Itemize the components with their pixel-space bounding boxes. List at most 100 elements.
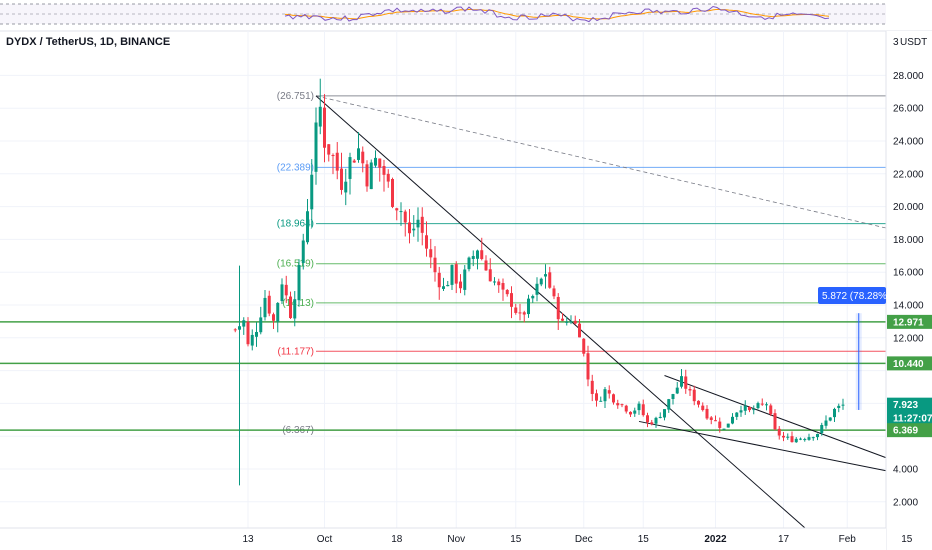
- candle-body: [433, 257, 437, 273]
- candle-body: [650, 422, 654, 425]
- x-tick-label: 13: [242, 534, 254, 545]
- candle-body: [777, 428, 781, 436]
- price-axis-label: 6.369: [893, 426, 918, 437]
- candle-body: [760, 403, 764, 405]
- candle-body: [837, 405, 841, 408]
- wedge-lower-line[interactable]: [638, 420, 886, 472]
- candle-body: [641, 404, 645, 416]
- y-tick-label: 26.000: [893, 104, 924, 115]
- measure-label-text: 5.872 (78.28%) 587: [822, 291, 910, 302]
- candle-body: [242, 320, 246, 327]
- oscillator-band: [0, 4, 886, 24]
- time-axis-ticks: 13 Oct 18 Nov 15 Dec 15 2022 17 Feb 15: [242, 534, 912, 545]
- x-tick-label: 15: [510, 534, 522, 545]
- price-axis-label-bg: [887, 397, 932, 412]
- candle-body: [505, 290, 509, 295]
- fib-level-label: (26.751): [277, 91, 314, 102]
- candle-body: [459, 281, 462, 289]
- trend-lines[interactable]: [315, 95, 886, 544]
- candle-body: [692, 389, 696, 402]
- support-resistance-levels[interactable]: [0, 321, 886, 431]
- candle-body: [752, 409, 756, 411]
- candle-body: [318, 106, 322, 127]
- main-downtrend-line[interactable]: [315, 95, 823, 544]
- oscillator-main-line: [284, 5, 830, 23]
- candle-body: [238, 326, 241, 330]
- candle-body: [361, 151, 365, 164]
- candle-body: [816, 433, 819, 438]
- candle-body: [488, 269, 492, 282]
- price-axis-labels: 12.971 10.440 7.923 11:27:076.369: [887, 314, 932, 438]
- candle-body: [386, 173, 390, 182]
- chart-title: DYDX / TetherUS, 1D, BINANCE: [6, 36, 170, 48]
- candle-body: [267, 295, 271, 314]
- candle-body: [510, 293, 513, 307]
- candle-body: [378, 158, 382, 168]
- y-tick-label: 12.000: [893, 333, 924, 344]
- candle-body: [280, 284, 284, 302]
- candle-body: [629, 411, 632, 415]
- price-axis-label: 10.440: [893, 359, 924, 370]
- candle-body: [442, 286, 445, 289]
- candle-body: [552, 288, 556, 297]
- price-range-measure[interactable]: [855, 313, 862, 410]
- candle-body: [331, 155, 335, 157]
- candle-body: [463, 269, 467, 290]
- candle-body: [782, 435, 785, 438]
- price-axis-label-bg: [887, 423, 932, 438]
- y-tick-label: 28.000: [893, 71, 924, 82]
- candle-body: [803, 439, 807, 441]
- candle-body: [514, 307, 518, 313]
- candle-body: [310, 174, 314, 210]
- candle-body: [471, 256, 475, 259]
- candle-body: [607, 390, 611, 394]
- candle-body: [590, 380, 594, 394]
- candle-body: [301, 240, 305, 264]
- candle-body: [569, 321, 573, 323]
- time-axis[interactable]: [0, 527, 886, 550]
- candle-body: [289, 296, 292, 319]
- candle-body: [658, 416, 662, 418]
- candle-body: [624, 405, 628, 412]
- candle-body: [352, 160, 356, 163]
- x-tick-label: Feb: [839, 534, 857, 545]
- candle-body: [667, 399, 671, 410]
- candle-body: [484, 260, 488, 271]
- candle-body: [731, 416, 734, 424]
- candle-body: [306, 211, 309, 243]
- candle-body: [756, 403, 760, 409]
- candle-body: [680, 376, 683, 387]
- candle-body: [726, 423, 730, 428]
- x-tick-label: 18: [391, 534, 403, 545]
- candle-body: [446, 284, 450, 287]
- candle-body: [263, 297, 267, 318]
- candle-body: [633, 410, 637, 414]
- candle-body: [807, 437, 811, 440]
- candle-body: [395, 208, 399, 211]
- fib-retracement[interactable]: (26.751) (22.389) (18.964) (16.519) (14.13) (…: [277, 91, 886, 436]
- candle-body: [522, 312, 526, 315]
- candle-body: [705, 408, 709, 419]
- price-axis-label: 12.971: [893, 317, 924, 328]
- candle-body: [565, 321, 569, 323]
- candle-body: [233, 329, 237, 331]
- candle-body: [671, 394, 675, 399]
- candle-body: [582, 338, 586, 354]
- candle-body: [603, 389, 607, 402]
- price-axis-label-bg: [887, 411, 932, 426]
- candle-body: [369, 162, 373, 190]
- candle-body: [340, 168, 343, 190]
- y-tick-label: 4.000: [893, 465, 918, 476]
- candle-body: [412, 228, 416, 231]
- candle-body: [773, 413, 777, 430]
- price-axis[interactable]: 3 USDT: [885, 31, 932, 550]
- candle-body: [599, 400, 603, 402]
- candle-body: [467, 257, 471, 270]
- x-tick-label: Oct: [317, 534, 333, 545]
- y-tick-label: 14.000: [893, 301, 924, 312]
- candle-body: [811, 437, 815, 439]
- candle-body: [365, 164, 369, 187]
- candle-body: [709, 417, 713, 420]
- candle-body: [531, 295, 535, 299]
